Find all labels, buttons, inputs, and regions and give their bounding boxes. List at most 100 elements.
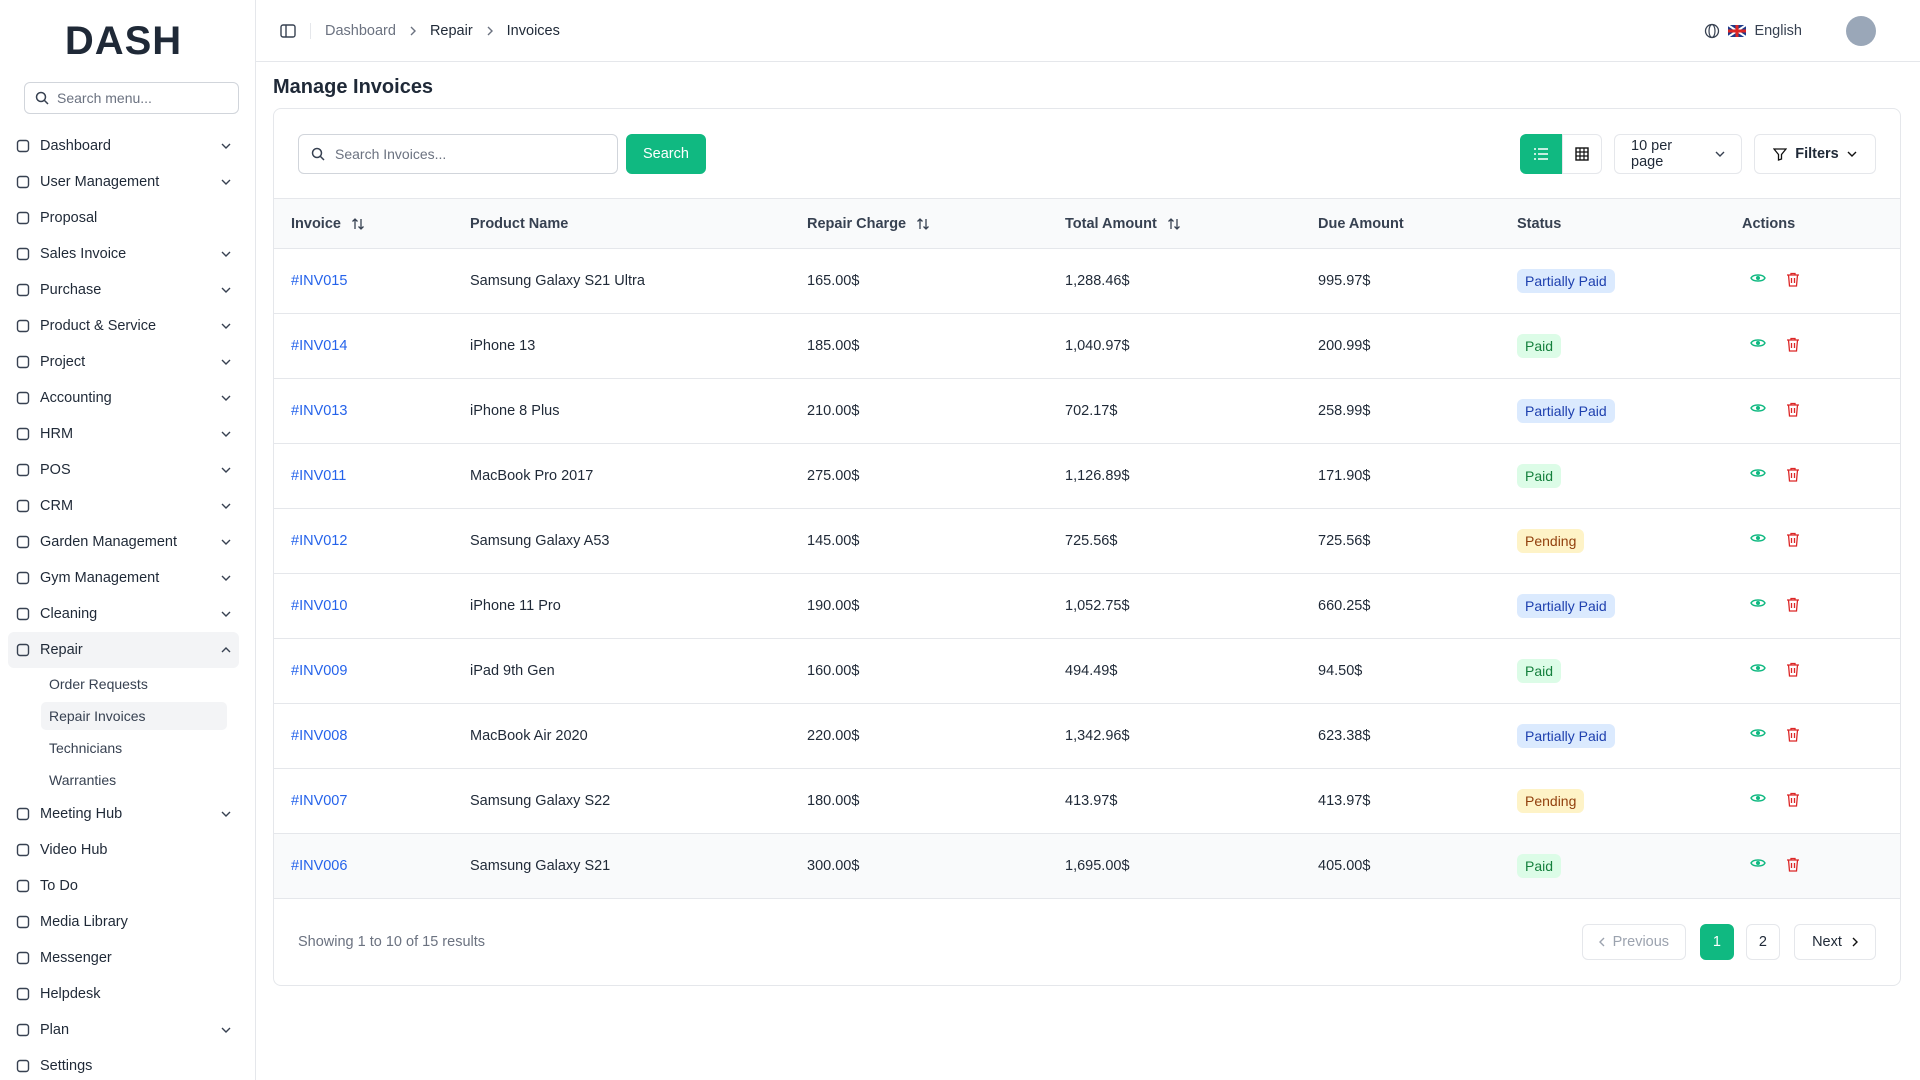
invoice-link[interactable]: #INV013 — [291, 403, 347, 419]
submenu-item[interactable]: Order Requests — [8, 668, 239, 700]
menu-item[interactable]: Messenger — [8, 940, 239, 976]
due-cell: 171.90$ — [1318, 468, 1517, 484]
delete-button[interactable] — [1786, 597, 1800, 616]
total-cell: 1,288.46$ — [1065, 273, 1318, 289]
invoice-table: InvoiceProduct NameRepair ChargeTotal Am… — [274, 199, 1900, 899]
filters-label: Filters — [1795, 146, 1839, 162]
menu-item[interactable]: User Management — [8, 164, 239, 200]
page-title: Manage Invoices — [273, 76, 1920, 99]
next-page[interactable]: Next — [1794, 924, 1876, 960]
menu-item[interactable]: CRM — [8, 488, 239, 524]
breadcrumb-item[interactable]: Repair — [430, 23, 473, 39]
view-button[interactable] — [1750, 662, 1766, 681]
page-button[interactable]: 2 — [1746, 924, 1780, 960]
breadcrumb-item[interactable]: Dashboard — [325, 23, 396, 39]
menu-item[interactable]: Proposal — [8, 200, 239, 236]
menu-item[interactable]: Garden Management — [8, 524, 239, 560]
delete-button[interactable] — [1786, 532, 1800, 551]
product-cell: iPhone 13 — [470, 338, 807, 354]
menu-item[interactable]: Purchase — [8, 272, 239, 308]
column-header[interactable]: Repair Charge — [807, 216, 1065, 232]
eye-icon — [1750, 597, 1766, 609]
menu-item[interactable]: Cleaning — [8, 596, 239, 632]
invoice-link[interactable]: #INV007 — [291, 793, 347, 809]
invoice-link[interactable]: #INV011 — [291, 468, 346, 484]
invoice-search[interactable]: Search Invoices... — [298, 134, 618, 174]
delete-button[interactable] — [1786, 337, 1800, 356]
menu-item[interactable]: Accounting — [8, 380, 239, 416]
page-button[interactable]: 1 — [1700, 924, 1734, 960]
delete-button[interactable] — [1786, 727, 1800, 746]
language-select[interactable]: English — [1704, 23, 1802, 39]
due-cell: 725.56$ — [1318, 533, 1517, 549]
menu-item[interactable]: POS — [8, 452, 239, 488]
invoice-link[interactable]: #INV008 — [291, 728, 347, 744]
delete-button[interactable] — [1786, 662, 1800, 681]
avatar[interactable] — [1846, 16, 1876, 46]
table-row: #INV013iPhone 8 Plus210.00$702.17$258.99… — [274, 379, 1900, 444]
list-view[interactable] — [1520, 134, 1562, 174]
search-icon — [311, 147, 325, 161]
toggle-sidebar[interactable] — [280, 23, 296, 39]
grid-view[interactable] — [1562, 134, 1602, 174]
submenu-item[interactable]: Technicians — [8, 732, 239, 764]
repair-charge-cell: 145.00$ — [807, 533, 1065, 549]
submenu-item[interactable]: Warranties — [8, 764, 239, 796]
menu-item[interactable]: Dashboard — [8, 128, 239, 164]
invoice-cell: #INV008 — [291, 728, 470, 744]
view-button[interactable] — [1750, 532, 1766, 551]
menu-item[interactable]: Product & Service — [8, 308, 239, 344]
menu-search[interactable]: Search menu... — [24, 82, 239, 114]
chevron — [1599, 937, 1605, 947]
view-button[interactable] — [1750, 337, 1766, 356]
view-button[interactable] — [1750, 402, 1766, 421]
submenu-item[interactable]: Repair Invoices — [8, 700, 239, 732]
view-button[interactable] — [1750, 792, 1766, 811]
chevron — [1715, 151, 1725, 157]
menu-item[interactable]: Plan — [8, 1012, 239, 1048]
menu-item[interactable]: Repair — [8, 632, 239, 668]
menu-item[interactable]: Meeting Hub — [8, 796, 239, 832]
table-row: #INV008MacBook Air 2020220.00$1,342.96$6… — [274, 704, 1900, 769]
menu-icon — [16, 535, 30, 549]
view-button[interactable] — [1750, 272, 1766, 291]
invoice-link[interactable]: #INV012 — [291, 533, 347, 549]
view-button[interactable] — [1750, 727, 1766, 746]
repair-charge-cell: 180.00$ — [807, 793, 1065, 809]
invoice-cell: #INV010 — [291, 598, 470, 614]
menu-item[interactable]: Helpdesk — [8, 976, 239, 1012]
menu-item[interactable]: Media Library — [8, 904, 239, 940]
previous-page[interactable]: Previous — [1582, 924, 1686, 960]
delete-button[interactable] — [1786, 402, 1800, 421]
search-button[interactable]: Search — [626, 134, 706, 174]
menu-item[interactable]: Project — [8, 344, 239, 380]
menu-item[interactable]: HRM — [8, 416, 239, 452]
per-page[interactable]: 10 per page — [1614, 134, 1742, 174]
column-header[interactable]: Total Amount — [1065, 216, 1318, 232]
view-button[interactable] — [1750, 597, 1766, 616]
invoice-link[interactable]: #INV006 — [291, 858, 347, 874]
column-header[interactable]: Invoice — [291, 216, 470, 232]
status-cell: Paid — [1517, 334, 1742, 358]
total-cell: 1,342.96$ — [1065, 728, 1318, 744]
menu-item[interactable]: Sales Invoice — [8, 236, 239, 272]
menu-item[interactable]: Video Hub — [8, 832, 239, 868]
invoice-link[interactable]: #INV014 — [291, 338, 347, 354]
menu-search-placeholder: Search menu... — [57, 90, 152, 106]
filters[interactable]: Filters — [1754, 134, 1876, 174]
delete-button[interactable] — [1786, 857, 1800, 876]
invoice-link[interactable]: #INV010 — [291, 598, 347, 614]
delete-button[interactable] — [1786, 467, 1800, 486]
menu-item[interactable]: Settings — [8, 1048, 239, 1080]
menu-item[interactable]: To Do — [8, 868, 239, 904]
invoice-link[interactable]: #INV015 — [291, 273, 347, 289]
invoice-link[interactable]: #INV009 — [291, 663, 347, 679]
view-button[interactable] — [1750, 467, 1766, 486]
chevron — [221, 287, 231, 293]
delete-button[interactable] — [1786, 272, 1800, 291]
menu-item[interactable]: Gym Management — [8, 560, 239, 596]
search-placeholder: Search Invoices... — [335, 146, 446, 162]
list-icon — [1533, 147, 1549, 161]
delete-button[interactable] — [1786, 792, 1800, 811]
view-button[interactable] — [1750, 857, 1766, 876]
